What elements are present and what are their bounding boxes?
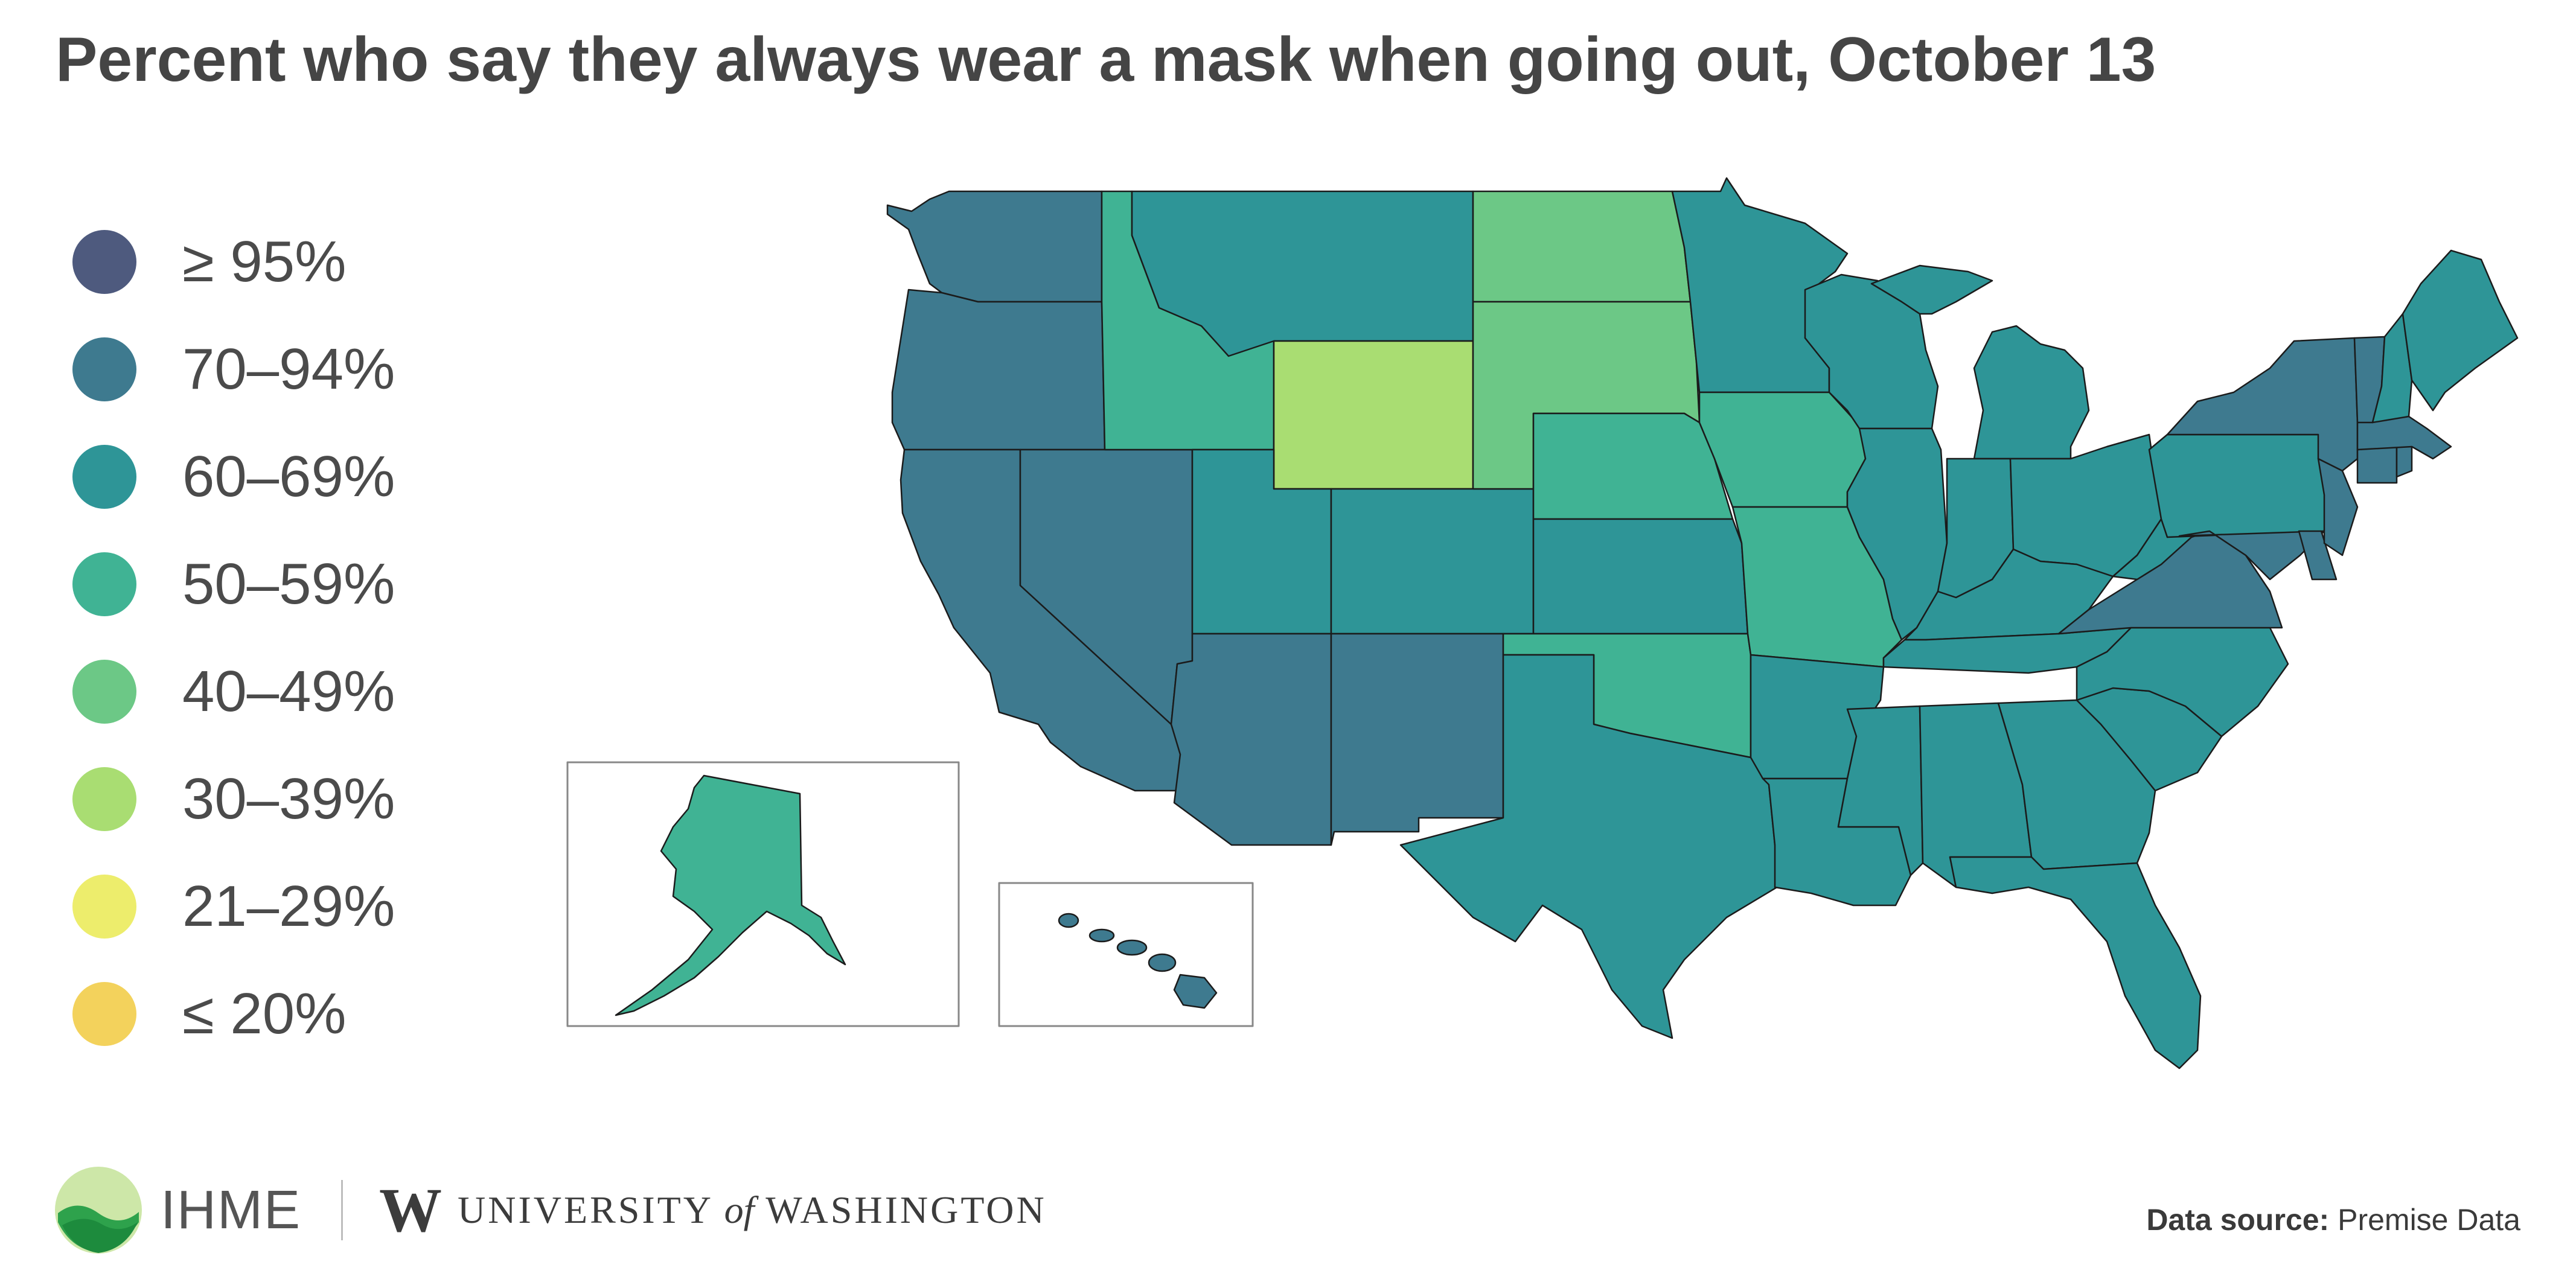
- footer-logos: IHME W UNIVERSITY of WASHINGTON: [53, 1165, 1047, 1255]
- state-ME: [2402, 249, 2519, 412]
- state-NC: [2076, 626, 2289, 738]
- state-FL: [1949, 856, 2202, 1070]
- legend-item: 21–29%: [72, 853, 395, 960]
- chart-title: Percent who say they always wear a mask …: [56, 25, 2156, 95]
- alaska-inset-frame: [566, 761, 960, 1027]
- legend-swatch: [72, 660, 136, 724]
- state-RI: [2395, 445, 2413, 478]
- uw-wordmark-of: of: [724, 1188, 755, 1231]
- state-NM: [1330, 633, 1504, 846]
- legend-label: 30–39%: [182, 767, 395, 831]
- state-CO: [1330, 488, 1535, 635]
- state-MI: [1870, 264, 2090, 460]
- legend-swatch: [72, 875, 136, 939]
- state-NE: [1532, 412, 1734, 520]
- legend-swatch: [72, 445, 136, 509]
- state-MA: [2356, 415, 2452, 460]
- state-PA: [2148, 433, 2332, 538]
- state-WY: [1273, 340, 1474, 490]
- legend-label: 50–59%: [182, 552, 395, 616]
- data-source-value: Premise Data: [2338, 1203, 2520, 1237]
- state-ND: [1472, 190, 1692, 303]
- legend-item: 50–59%: [72, 531, 395, 638]
- legend-swatch: [72, 337, 136, 401]
- legend-label: 40–49%: [182, 659, 395, 724]
- data-source: Data source: Premise Data: [2146, 1202, 2520, 1237]
- state-OR: [891, 289, 1106, 451]
- state-IL: [1846, 427, 1948, 641]
- legend-swatch: [72, 552, 136, 616]
- state-NJ: [2317, 457, 2359, 556]
- us-choropleth-map: [566, 177, 2519, 1070]
- state-DE: [2298, 530, 2338, 581]
- state-WA: [886, 190, 1103, 303]
- legend: ≥ 95% 70–94% 60–69% 50–59% 40–49% 30–39%…: [72, 208, 395, 1068]
- uw-wordmark: UNIVERSITY of WASHINGTON: [458, 1188, 1047, 1232]
- legend-item: ≥ 95%: [72, 208, 395, 316]
- uw-w-logo: W: [379, 1175, 442, 1245]
- state-HI: [1058, 913, 1218, 1009]
- state-CT: [2356, 445, 2398, 484]
- ihme-logo-icon: [55, 1167, 142, 1254]
- hawaii-inset-frame: [998, 882, 1254, 1027]
- logo-divider: [341, 1180, 343, 1240]
- legend-label: 60–69%: [182, 444, 395, 509]
- legend-item: 30–39%: [72, 745, 395, 853]
- state-KS: [1532, 518, 1749, 635]
- legend-item: 70–94%: [72, 316, 395, 423]
- data-source-label: Data source:: [2146, 1203, 2330, 1237]
- legend-label: 21–29%: [182, 874, 395, 939]
- legend-swatch: [72, 767, 136, 831]
- uw-wordmark-pre: UNIVERSITY: [458, 1188, 724, 1231]
- legend-label: 70–94%: [182, 337, 395, 401]
- legend-label: ≥ 95%: [182, 229, 347, 294]
- ihme-wordmark: IHME: [161, 1179, 301, 1240]
- uw-wordmark-post: WASHINGTON: [754, 1188, 1047, 1231]
- state-TX: [1399, 654, 1788, 1039]
- legend-item: 40–49%: [72, 638, 395, 745]
- state-AK: [615, 774, 846, 1016]
- legend-item: ≤ 20%: [72, 960, 395, 1068]
- contiguous-states: [886, 177, 2519, 1070]
- state-AZ: [1170, 633, 1332, 846]
- legend-swatch: [72, 230, 136, 294]
- legend-label: ≤ 20%: [182, 981, 347, 1046]
- legend-item: 60–69%: [72, 423, 395, 531]
- legend-swatch: [72, 982, 136, 1046]
